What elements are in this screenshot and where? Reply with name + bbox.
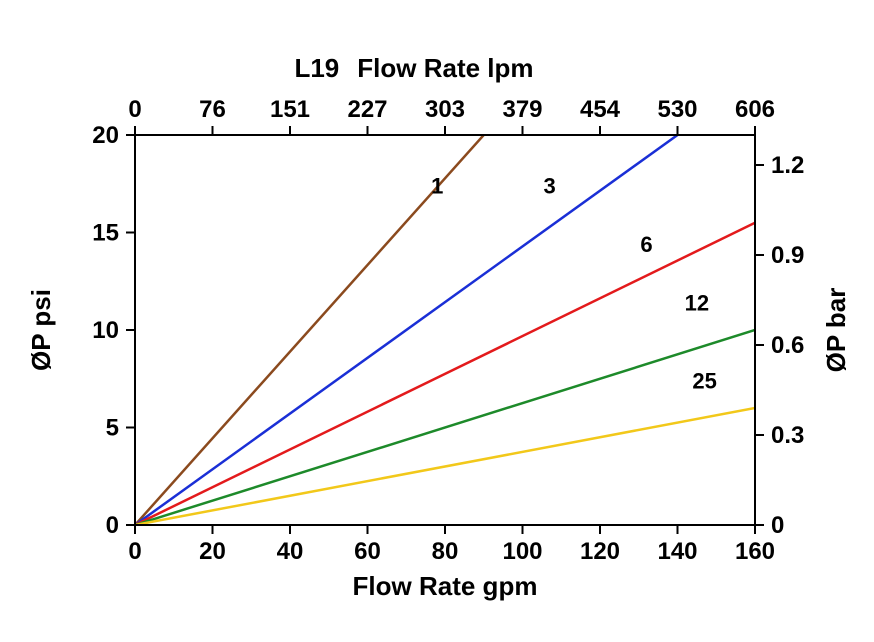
xt-tick-454: 454 xyxy=(580,96,621,123)
yl-tick-0: 0 xyxy=(106,512,119,539)
xt-tick-76: 76 xyxy=(199,96,226,123)
bottom-axis-title: Flow Rate gpm xyxy=(353,571,538,601)
xt-tick-227: 227 xyxy=(347,96,387,123)
xt-tick-379: 379 xyxy=(502,96,542,123)
xt-tick-303: 303 xyxy=(425,96,465,123)
xb-tick-100: 100 xyxy=(502,538,542,565)
xb-tick-160: 160 xyxy=(735,538,775,565)
top-axis-title-text: Flow Rate lpm xyxy=(357,53,533,83)
series-label-6: 6 xyxy=(640,232,652,257)
xt-tick-0: 0 xyxy=(128,96,141,123)
yl-tick-20: 20 xyxy=(92,122,119,149)
xb-tick-140: 140 xyxy=(657,538,697,565)
series-label-3: 3 xyxy=(544,174,556,199)
yl-tick-15: 15 xyxy=(92,220,119,247)
yl-tick-10: 10 xyxy=(92,317,119,344)
xt-tick-530: 530 xyxy=(657,96,697,123)
xb-tick-60: 60 xyxy=(354,538,381,565)
xb-tick-0: 0 xyxy=(128,538,141,565)
yr-tick-1.2: 1.2 xyxy=(771,152,804,179)
xb-tick-80: 80 xyxy=(432,538,459,565)
xt-tick-606: 606 xyxy=(735,96,775,123)
yl-tick-5: 5 xyxy=(106,415,119,442)
series-label-1: 1 xyxy=(431,174,443,199)
right-axis-title: ØP bar xyxy=(821,288,851,373)
left-axis-title: ØP psi xyxy=(26,289,56,371)
yr-tick-0.3: 0.3 xyxy=(771,422,804,449)
series-label-25: 25 xyxy=(692,369,716,394)
chart-svg: 1361225020406080100120140160076151227303… xyxy=(0,0,874,642)
series-label-12: 12 xyxy=(685,291,709,316)
flow-rate-chart: 1361225020406080100120140160076151227303… xyxy=(0,0,874,642)
xt-tick-151: 151 xyxy=(270,96,310,123)
yr-tick-0: 0 xyxy=(771,512,784,539)
xb-tick-20: 20 xyxy=(199,538,226,565)
top-axis-title: L19 Flow Rate lpm xyxy=(294,53,533,83)
xb-tick-40: 40 xyxy=(277,538,304,565)
yr-tick-0.9: 0.9 xyxy=(771,242,804,269)
yr-tick-0.6: 0.6 xyxy=(771,332,804,359)
title-prefix: L19 xyxy=(294,53,339,83)
xb-tick-120: 120 xyxy=(580,538,620,565)
